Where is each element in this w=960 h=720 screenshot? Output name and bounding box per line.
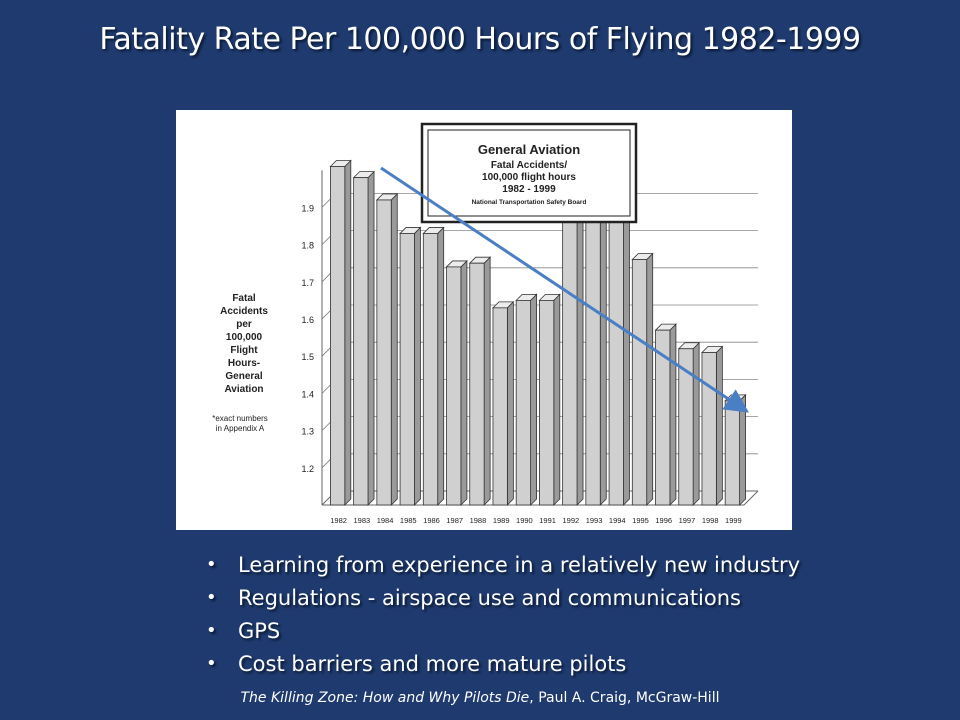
x-tick-label: 1992: [562, 516, 579, 525]
y-axis-note-line: in Appendix A: [216, 424, 265, 433]
y-axis-label: Fatal Accidents per 100,000 Flight Hours- Gene…: [220, 293, 268, 395]
bar-1987: [445, 259, 468, 506]
x-tick-label: 1986: [423, 516, 440, 525]
bar-1995: [631, 252, 654, 506]
y-axis-label-line: Fatal: [232, 293, 256, 304]
bar-1993: [584, 207, 608, 506]
x-tick-label: 1995: [632, 516, 649, 525]
x-tick-label: 1993: [586, 516, 603, 525]
bullet-item: • Regulations - airspace use and communic…: [200, 583, 900, 616]
bar-1999: [724, 393, 747, 506]
chart-title-box: General Aviation Fatal Accidents/ 100,00…: [420, 122, 638, 224]
bar-1991: [538, 293, 561, 506]
y-tick-label: 1.3: [301, 427, 314, 437]
bar-1985: [399, 226, 422, 506]
x-tick-label: 1984: [377, 516, 394, 525]
bar-1992: [561, 189, 584, 506]
x-tick-label: 1997: [679, 516, 696, 525]
x-tick-label: 1982: [330, 516, 347, 525]
y-tick-label: 1.6: [301, 315, 314, 325]
y-axis-label-line: 100,000: [226, 332, 263, 343]
y-axis-label-line: Aviation: [224, 384, 263, 395]
bullet-text: Regulations - airspace use and communica…: [238, 586, 741, 610]
y-tick-label: 1.7: [301, 278, 314, 288]
citation-book-title: The Killing Zone: How and Why Pilots Die: [240, 690, 530, 706]
x-tick-label: 1998: [702, 516, 719, 525]
y-tick-label: 1.8: [301, 241, 314, 251]
bar-1988: [468, 256, 492, 506]
x-tick-label: 1989: [493, 516, 510, 525]
bar-1990: [515, 293, 538, 506]
chart-title-line4: 1982 - 1999: [502, 184, 556, 195]
bullet-item: • Cost barriers and more mature pilots: [200, 649, 900, 682]
y-tick-label: 1.5: [301, 352, 314, 362]
citation-author: , Paul A. Craig, McGraw-Hill: [529, 690, 720, 706]
bullet-text: Learning from experience in a relatively…: [238, 553, 801, 577]
chart-panel: 1.2 1.3 1.4 1.5 1.6 1.7 1.8 1.9 1982 1983 1984 198…: [176, 110, 792, 530]
bar-1982: [329, 159, 352, 506]
chart-title-line1: General Aviation: [478, 142, 580, 157]
bar-1996: [654, 323, 677, 506]
chart-title-line3: 100,000 flight hours: [482, 172, 576, 183]
bullet-text: GPS: [238, 619, 281, 643]
bar-1994: [608, 189, 631, 506]
y-axis-label-line: Hours-: [228, 358, 260, 369]
y-axis-label-line: Flight: [230, 345, 258, 356]
x-tick-label: 1996: [655, 516, 672, 525]
bar-1986: [422, 226, 445, 506]
x-tick-label: 1990: [516, 516, 533, 525]
bullet-icon: •: [206, 587, 217, 608]
y-tick-label: 1.4: [301, 389, 314, 399]
bar-1989: [492, 300, 515, 506]
bullet-item: • GPS: [200, 616, 900, 649]
slide-title: Fatality Rate Per 100,000 Hours of Flyin…: [99, 22, 861, 57]
bullet-text: Cost barriers and more mature pilots: [238, 652, 627, 676]
y-tick-labels: 1.2 1.3 1.4 1.5 1.6 1.7 1.8 1.9: [301, 203, 314, 473]
trend-arrow: [380, 166, 749, 413]
bar-1997: [677, 341, 701, 506]
y-tick-label: 1.9: [301, 203, 314, 213]
bar-1983: [352, 170, 375, 506]
x-tick-label: 1991: [539, 516, 556, 525]
x-tick-labels: 1982 1983 1984 1985 1986 1987 1988 1989 1990 1991…: [330, 516, 741, 525]
bar-1984: [375, 192, 399, 506]
x-tick-label: 1987: [446, 516, 463, 525]
bullet-item: • Learning from experience in a relativel…: [200, 550, 900, 583]
x-tick-label: 1983: [353, 516, 370, 525]
x-tick-label: 1988: [470, 516, 487, 525]
y-axis-label-line: per: [236, 319, 252, 330]
chart-title-line5: National Transportation Safety Board: [472, 199, 587, 206]
bullet-icon: •: [206, 554, 217, 575]
x-tick-label: 1999: [725, 516, 742, 525]
bullet-list: • Learning from experience in a relativel…: [200, 550, 900, 682]
citation: The Killing Zone: How and Why Pilots Die…: [0, 690, 960, 706]
y-axis-note-line: *exact numbers: [212, 414, 268, 423]
bar-chart: 1.21.31.41.51.61.71.81.9 1982 1983 1984 198…: [212, 122, 759, 525]
bullet-icon: •: [206, 653, 217, 674]
x-tick-label: 1985: [400, 516, 417, 525]
x-tick-label: 1994: [609, 516, 626, 525]
bar-1998: [701, 345, 724, 506]
y-axis-label-line: Accidents: [220, 306, 268, 317]
bullet-icon: •: [206, 620, 217, 641]
chart-title-line2: Fatal Accidents/: [491, 160, 568, 171]
y-tick-label: 1.2: [301, 464, 314, 474]
y-axis-label-line: General: [225, 371, 262, 382]
